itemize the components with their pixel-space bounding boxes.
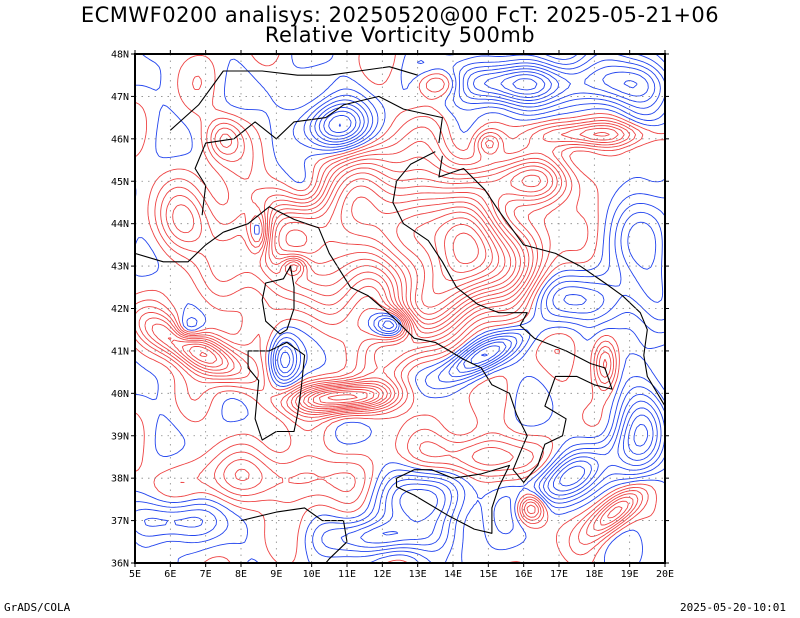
positive-vorticity-contour xyxy=(167,131,623,519)
negative-vorticity-contour xyxy=(280,68,658,536)
positive-vorticity-contour xyxy=(444,224,487,273)
contour-layer xyxy=(135,54,665,563)
northern-border xyxy=(169,66,418,131)
lon-tick-label: 7E xyxy=(200,569,212,580)
coastline-layer xyxy=(135,66,665,563)
sardinia-coastline xyxy=(247,341,306,441)
lon-tick-label: 20E xyxy=(656,569,674,580)
negative-vorticity-contour xyxy=(328,74,649,447)
lon-tick-label: 19E xyxy=(621,569,639,580)
grid-lines xyxy=(135,54,665,563)
italy-coastline xyxy=(223,151,613,483)
negative-vorticity-contour xyxy=(135,54,665,563)
axis-ticks: 48N 47N 46N 45N 44N 43N 42N 41N 40N 39N 38N 37N 36N5… xyxy=(111,50,674,581)
negative-vorticity-contour xyxy=(277,65,662,544)
positive-vorticity-contour xyxy=(199,185,517,406)
lon-tick-label: 17E xyxy=(550,569,568,580)
lon-tick-label: 15E xyxy=(479,569,497,580)
lon-tick-label: 8E xyxy=(235,569,247,580)
lat-tick-label: 36N xyxy=(111,559,129,570)
lat-tick-label: 37N xyxy=(111,516,129,527)
positive-vorticity-contour xyxy=(413,211,500,295)
lat-tick-label: 48N xyxy=(111,50,129,61)
north-africa-coastline xyxy=(240,507,348,563)
lon-tick-label: 16E xyxy=(515,569,533,580)
lon-tick-label: 9E xyxy=(270,569,282,580)
map-title-line2: Relative Vorticity 500mb xyxy=(264,23,536,47)
lat-tick-label: 42N xyxy=(111,304,129,315)
footer-software-label: GrADS/COLA xyxy=(4,601,71,614)
lon-tick-label: 13E xyxy=(409,569,427,580)
footer-timestamp: 2025-05-20-10:01 xyxy=(680,601,786,614)
lon-tick-label: 11E xyxy=(338,569,356,580)
lon-tick-label: 5E xyxy=(129,569,141,580)
lat-tick-label: 40N xyxy=(111,389,129,400)
lon-tick-label: 6E xyxy=(164,569,176,580)
sicily-coastline xyxy=(395,464,511,534)
lat-tick-label: 45N xyxy=(111,177,129,188)
lat-tick-label: 38N xyxy=(111,474,129,485)
lat-tick-label: 47N xyxy=(111,92,129,103)
lon-tick-label: 18E xyxy=(585,569,603,580)
lat-tick-label: 44N xyxy=(111,219,129,230)
positive-vorticity-contour xyxy=(135,75,649,556)
positive-vorticity-contour xyxy=(452,232,479,265)
map-title-line1: ECMWF0200 analisys: 20250520@00 FcT: 202… xyxy=(80,3,720,27)
positive-vorticity-contour xyxy=(188,174,542,408)
positive-vorticity-contour xyxy=(181,169,549,410)
lon-tick-label: 14E xyxy=(444,569,462,580)
france-coastline xyxy=(135,231,224,263)
negative-vorticity-contour xyxy=(143,59,665,548)
lon-tick-label: 10E xyxy=(303,569,321,580)
negative-vorticity-contour xyxy=(323,71,654,487)
lat-tick-label: 39N xyxy=(111,431,129,442)
lat-tick-label: 41N xyxy=(111,346,129,357)
negative-vorticity-contour xyxy=(135,54,665,563)
negative-vorticity-contour xyxy=(338,78,538,127)
alpine-border xyxy=(194,95,443,216)
lat-tick-label: 46N xyxy=(111,134,129,145)
positive-vorticity-contour xyxy=(327,206,506,401)
positive-vorticity-contour xyxy=(151,127,629,526)
lon-tick-label: 12E xyxy=(373,569,391,580)
positive-vorticity-contour xyxy=(135,120,643,545)
lat-tick-label: 43N xyxy=(111,262,129,273)
balkan-coastline xyxy=(438,155,665,407)
positive-vorticity-contour xyxy=(144,125,634,531)
positive-vorticity-contour xyxy=(434,217,493,282)
corsica-coastline xyxy=(261,265,295,335)
positive-vorticity-contour xyxy=(318,196,512,404)
